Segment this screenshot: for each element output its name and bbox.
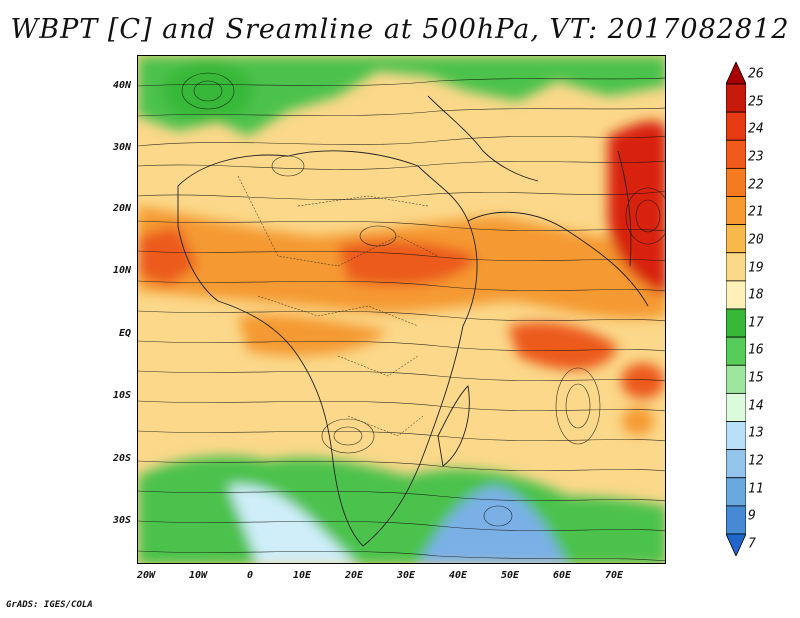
lat-label: 40N	[112, 80, 131, 91]
colorbar-segment	[725, 83, 747, 113]
lon-label: 0	[246, 570, 254, 581]
map-canvas	[138, 56, 665, 563]
colorbar-segment	[725, 252, 747, 282]
lat-label: 30N	[112, 142, 131, 153]
colorbar-bottom-arrow	[725, 533, 747, 557]
colorbar-label: 26	[748, 66, 764, 82]
colorbar-segment	[725, 280, 747, 310]
colorbar-segment	[725, 308, 747, 338]
lat-label: 20N	[112, 203, 131, 214]
lon-label: 50E	[500, 570, 520, 581]
colorbar-segment	[725, 392, 747, 422]
colorbar-label: 17	[748, 315, 764, 331]
colorbar-graphic	[725, 61, 747, 557]
colorbar-segment	[725, 505, 747, 535]
colorbar-segment	[725, 449, 747, 479]
lat-label: 10S	[112, 390, 131, 401]
colorbar-label: 7	[748, 536, 756, 552]
colorbar-segment	[725, 224, 747, 254]
colorbar-segment	[725, 477, 747, 507]
colorbar-label: 21	[748, 204, 764, 220]
streamline-eddies	[181, 72, 665, 527]
map-panel	[137, 55, 666, 564]
colorbar-top-arrow	[725, 61, 747, 85]
colorbar-label: 11	[748, 481, 764, 497]
chart-title: WBPT [C] and Sreamline at 500hPa, VT: 20…	[10, 14, 790, 45]
streamlines	[138, 77, 665, 562]
colorbar-label: 19	[748, 260, 764, 276]
colorbar-label: 9	[748, 508, 756, 524]
lon-label: 10W	[188, 570, 208, 581]
colorbar-label: 12	[748, 453, 764, 469]
colorbar-label: 14	[748, 398, 764, 414]
colorbar-label: 25	[748, 94, 764, 110]
colorbar-label: 13	[748, 425, 764, 441]
colorbar-segment	[725, 111, 747, 141]
lon-label: 20E	[344, 570, 364, 581]
colorbar-label: 24	[748, 121, 764, 137]
lat-label: 20S	[112, 453, 131, 464]
colorbar-label: 20	[748, 232, 764, 248]
colorbar-segment	[725, 336, 747, 366]
colorbar-segment	[725, 196, 747, 226]
lon-label: 10E	[292, 570, 312, 581]
colorbar-label: 18	[748, 287, 764, 303]
lat-label: 10N	[112, 265, 131, 276]
lon-label: 60E	[552, 570, 572, 581]
lat-label: 30S	[112, 515, 131, 526]
colorbar-segment	[725, 139, 747, 169]
colorbar-label: 22	[748, 177, 764, 193]
lon-label: 70E	[604, 570, 624, 581]
lat-label: EQ	[118, 328, 131, 339]
colorbar	[725, 61, 747, 557]
wbpt-shading	[138, 56, 665, 563]
colorbar-segment	[725, 167, 747, 197]
lon-label: 40E	[448, 570, 468, 581]
colorbar-label: 23	[748, 149, 764, 165]
footer-credit: GrADS: IGES/COLA	[6, 600, 93, 610]
colorbar-label: 16	[748, 342, 764, 358]
colorbar-segment	[725, 421, 747, 451]
lon-label: 30E	[396, 570, 416, 581]
colorbar-label: 15	[748, 370, 764, 386]
lon-label: 20W	[136, 570, 156, 581]
coastlines	[177, 95, 649, 547]
colorbar-segment	[725, 364, 747, 394]
